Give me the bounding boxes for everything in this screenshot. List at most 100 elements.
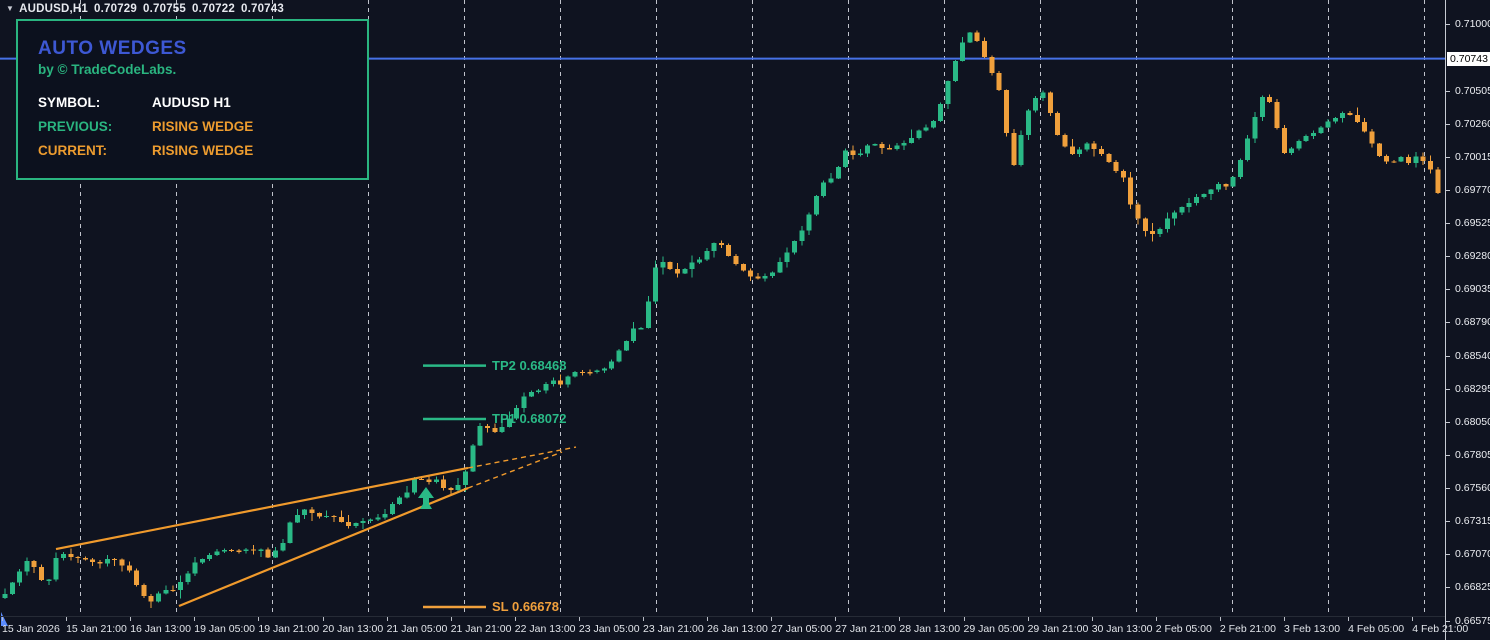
time-axis-label: 29 Jan 21:00 (1027, 623, 1089, 635)
time-axis-tick (1027, 617, 1029, 621)
price-axis-label: 0.66825 (1455, 581, 1490, 594)
time-axis-tick (2, 617, 3, 621)
price-axis-tick (1446, 156, 1450, 158)
wedge-lines (55, 446, 577, 607)
time-axis-tick (771, 617, 773, 621)
price-axis-tick (1446, 521, 1450, 523)
time-axis-tick (578, 617, 580, 621)
price-axis-tick (1446, 189, 1450, 191)
buy-arrow-icon (418, 486, 434, 509)
time-axis-tick (963, 617, 965, 621)
time-axis-label: 21 Jan 05:00 (386, 623, 448, 635)
title-high: 0.70755 (143, 3, 186, 15)
time-axis-tick (130, 617, 132, 621)
time-axis-tick (1219, 617, 1221, 621)
price-axis-label: 0.69280 (1455, 250, 1490, 263)
time-axis-tick (1155, 617, 1157, 621)
panel-row-previous: PREVIOUS: RISING WEDGE (38, 119, 253, 134)
time-axis-tick (66, 617, 68, 621)
current-label: CURRENT: (38, 143, 107, 158)
time-axis-label: 4 Feb 21:00 (1412, 623, 1469, 635)
time-axis-tick (643, 617, 644, 621)
time-axis-label: 19 Jan 05:00 (194, 623, 256, 635)
price-axis-label: 0.67315 (1455, 515, 1490, 528)
time-axis-label: 23 Jan 21:00 (643, 623, 704, 635)
current-value: RISING WEDGE (152, 143, 254, 158)
time-axis-tick (386, 617, 388, 621)
price-axis-label: 0.67805 (1455, 449, 1490, 461)
time-axis-label: 2 Feb 05:00 (1155, 623, 1212, 635)
price-axis-tick (1446, 355, 1450, 357)
price-axis-label: 0.70015 (1455, 150, 1490, 163)
time-axis-label: 20 Jan 13:00 (322, 623, 384, 635)
title-symbol-period: AUDUSD,H1 (19, 3, 89, 15)
time-axis-label: 27 Jan 05:00 (771, 623, 832, 635)
time-axis-label: 19 Jan 21:00 (258, 623, 320, 635)
time-axis-tick (1091, 617, 1093, 621)
price-axis-tick (1446, 488, 1450, 490)
price-axis-tick (1446, 289, 1450, 291)
price-axis-label: 0.68540 (1455, 349, 1490, 362)
sl-label: SL 0.66678 (492, 599, 559, 615)
previous-label: PREVIOUS: (38, 119, 113, 134)
price-axis-tick (1446, 587, 1450, 589)
time-axis-label: 27 Jan 21:00 (835, 623, 897, 635)
time-axis-separator (0, 616, 1445, 617)
current-price-badge: 0.70743 (1447, 51, 1490, 66)
price-axis-tick (1446, 620, 1450, 622)
time-axis-tick (707, 617, 709, 621)
price-axis[interactable]: 0.70743 0.71000 0.70505 0.70260 0.70015 0.69… (1445, 0, 1490, 640)
price-axis-tick (1446, 90, 1450, 92)
time-axis-tick (899, 617, 901, 621)
title-close: 0.70743 (240, 3, 284, 15)
time-axis-tick (322, 617, 324, 621)
price-axis-label: 0.71000 (1455, 18, 1490, 30)
price-axis-label: 0.69770 (1455, 183, 1490, 196)
title-low: 0.70722 (192, 3, 235, 15)
time-axis-label: 21 Jan 21:00 (450, 623, 512, 635)
panel-row-symbol: SYMBOL: AUDUSD H1 (38, 95, 231, 110)
symbol-label: SYMBOL: (38, 95, 101, 110)
chart-shift-marker (1, 612, 8, 626)
panel-row-current: CURRENT: RISING WEDGE (38, 143, 253, 158)
time-axis-label: 30 Jan 13:00 (1091, 623, 1153, 635)
price-axis-tick (1446, 322, 1450, 324)
price-axis-tick (1446, 24, 1450, 25)
time-axis-label: 29 Jan 05:00 (963, 623, 1025, 635)
price-axis-label: 0.66575 (1455, 614, 1490, 627)
time-axis-label: 4 Feb 05:00 (1348, 623, 1405, 635)
time-axis-label: 15 Jan 2026 (2, 623, 60, 635)
time-axis-tick (450, 617, 452, 621)
price-axis-label: 0.68790 (1455, 316, 1490, 329)
time-axis-tick (835, 617, 837, 621)
candlesticks (2, 30, 1441, 608)
price-axis-label: 0.69035 (1455, 283, 1490, 296)
time-axis-label: 26 Jan 13:00 (707, 623, 768, 635)
price-axis-label: 0.67070 (1455, 548, 1490, 561)
collapse-triangle-icon[interactable]: ▼ (6, 4, 15, 13)
price-axis-label: 0.68050 (1455, 415, 1490, 428)
time-axis-label: 22 Jan 13:00 (514, 623, 576, 635)
price-axis-tick (1446, 123, 1450, 125)
time-axis-tick (258, 617, 260, 621)
price-axis-tick (1446, 554, 1450, 556)
price-axis-label: 0.70260 (1455, 117, 1490, 130)
price-axis-tick (1446, 455, 1450, 456)
panel-subtitle: by © TradeCodeLabs. (38, 62, 177, 77)
tp1-label: TP1 0.68072 (492, 410, 567, 426)
time-axis-tick (1348, 617, 1350, 621)
time-axis-label: 2 Feb 21:00 (1219, 623, 1276, 635)
previous-value: RISING WEDGE (152, 119, 254, 134)
time-axis-label: 16 Jan 13:00 (130, 623, 191, 635)
price-axis-label: 0.68295 (1455, 382, 1490, 395)
level-lines (423, 364, 486, 609)
title-open: 0.70729 (94, 3, 138, 15)
time-axis-label: 3 Feb 13:00 (1284, 623, 1341, 635)
price-axis-label: 0.67560 (1455, 482, 1490, 495)
time-axis[interactable]: 15 Jan 2026 15 Jan 21:00 16 Jan 13:00 19 Ja… (0, 616, 1470, 640)
grid-lines (80, 0, 1425, 616)
symbol-value: AUDUSD H1 (152, 95, 231, 110)
price-axis-tick (1446, 222, 1450, 224)
auto-wedges-panel: AUTO WEDGES by © TradeCodeLabs. SYMBOL: … (16, 19, 369, 180)
